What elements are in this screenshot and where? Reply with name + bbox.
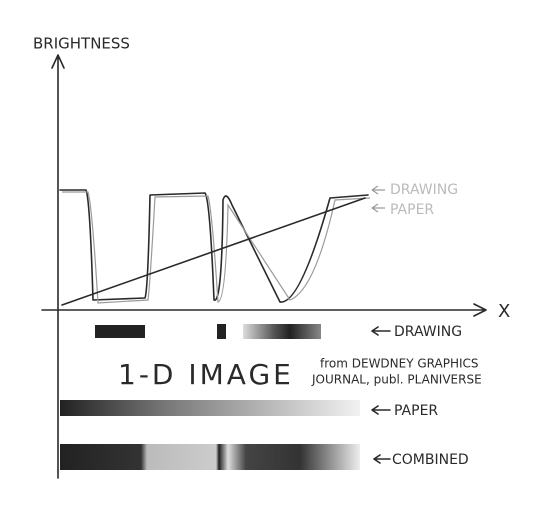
x-axis-label: X (498, 301, 510, 322)
drawing-curve (59, 189, 369, 303)
strip-gradient (243, 324, 321, 339)
paper-curve (61, 197, 366, 306)
x-axis (41, 303, 487, 317)
arrow (373, 454, 391, 464)
strip-label: DRAWING (394, 324, 462, 340)
source: from DEWDNEY GRAPHICS (320, 357, 479, 371)
strip-label: PAPER (394, 403, 438, 419)
arrow (371, 405, 391, 415)
paper-strip (60, 400, 360, 416)
curve-label: PAPER (390, 202, 434, 218)
strip-label: COMBINED (392, 452, 469, 468)
strip-dark (217, 324, 226, 339)
y-axis-label: BRIGHTNESS (33, 35, 130, 53)
faint-arrows (371, 185, 385, 213)
drawing-curve-trace (62, 191, 371, 304)
y-axis (51, 54, 65, 479)
source: JOURNAL, publ. PLANIVERSE (311, 373, 482, 387)
title: 1-D IMAGE (118, 358, 294, 391)
arrow (371, 326, 391, 336)
curve-label: DRAWING (390, 182, 458, 198)
combined-strip (60, 444, 360, 470)
strip-dark (95, 325, 145, 338)
